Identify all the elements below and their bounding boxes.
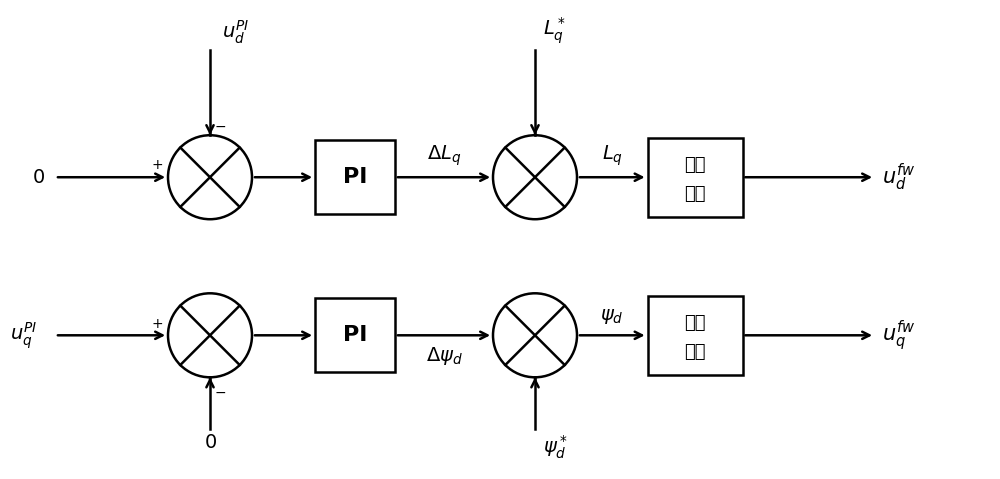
Text: 公式: 公式 [684, 185, 706, 203]
Bar [648, 296, 742, 375]
Text: $\Delta\psi_d$: $\Delta\psi_d$ [426, 345, 462, 367]
Text: $u_q^{PI}$: $u_q^{PI}$ [10, 320, 37, 351]
Text: $0$: $0$ [204, 433, 216, 453]
Text: $\psi_d$: $\psi_d$ [600, 307, 624, 326]
Text: PI: PI [343, 167, 367, 187]
Text: $u_d^{fw}$: $u_d^{fw}$ [882, 161, 915, 193]
Text: $+$: $+$ [151, 317, 163, 331]
Text: $+$: $+$ [151, 159, 163, 172]
Text: 公式: 公式 [684, 343, 706, 361]
Bar [315, 140, 395, 215]
Text: $\psi_d^*$: $\psi_d^*$ [543, 433, 568, 461]
Text: $u_q^{fw}$: $u_q^{fw}$ [882, 318, 915, 353]
Text: 前馈: 前馈 [684, 156, 706, 174]
Text: $-$: $-$ [214, 119, 226, 133]
Text: $u_d^{PI}$: $u_d^{PI}$ [222, 18, 249, 46]
Text: $0$: $0$ [32, 168, 45, 187]
Bar [315, 298, 395, 373]
Text: $L_q^*$: $L_q^*$ [543, 15, 566, 46]
Bar [648, 138, 742, 217]
Text: $\Delta L_q$: $\Delta L_q$ [427, 143, 461, 168]
Text: $-$: $-$ [214, 385, 226, 399]
Text: 前馈: 前馈 [684, 314, 706, 332]
Text: $L_q$: $L_q$ [602, 143, 623, 168]
Text: PI: PI [343, 325, 367, 345]
